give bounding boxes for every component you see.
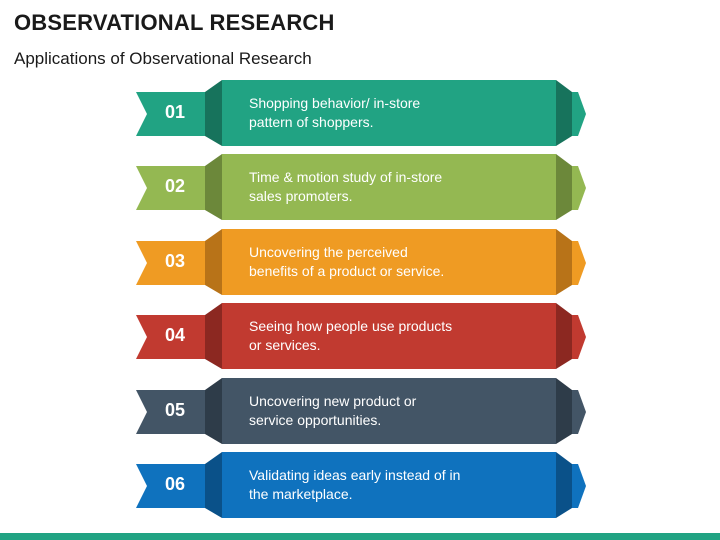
right-tail (572, 464, 586, 508)
left-fold (205, 377, 222, 444)
item-description: Uncovering new product or service opport… (249, 392, 417, 428)
ribbon-shape (136, 452, 586, 518)
ribbon-shape (136, 303, 586, 370)
right-fold (556, 452, 572, 518)
ribbon-shape (136, 80, 586, 146)
right-fold (556, 228, 572, 295)
right-tail (572, 315, 586, 360)
right-fold (556, 377, 572, 444)
number-tag (136, 166, 222, 211)
page-subtitle: Applications of Observational Research (14, 49, 312, 68)
bottom-accent-bar (0, 533, 720, 540)
list-item: 01 Shopping behavior/ in-store pattern of… (0, 80, 720, 150)
ribbon-shape (136, 228, 586, 295)
page-title: OBSERVATIONAL RESEARCH (14, 10, 335, 35)
item-description: Shopping behavior/ in-store pattern of s… (249, 95, 421, 130)
list-item: 06 Validating ideas early instead of in t… (0, 452, 720, 522)
main-band (222, 452, 556, 518)
number-tag (136, 240, 222, 285)
item-description: Validating ideas early instead of in the… (249, 467, 461, 502)
left-fold (205, 452, 222, 518)
right-fold (556, 154, 572, 221)
item-description: Time & motion study of in-store sales pr… (249, 169, 443, 205)
main-band (222, 80, 556, 146)
number-tag (136, 389, 222, 434)
list-item: 04 Seeing how people use products or serv… (0, 303, 720, 373)
main-band (222, 154, 556, 221)
item-number: 03 (164, 250, 186, 271)
ribbon-shape (136, 154, 586, 221)
list-item: 05 Uncovering new product or service oppo… (0, 377, 720, 448)
ribbon-shape (136, 377, 586, 444)
main-band (222, 377, 556, 444)
item-number: 04 (164, 325, 186, 346)
item-description: Uncovering the perceived benefits of a p… (249, 243, 445, 279)
left-fold (205, 228, 222, 295)
right-tail (572, 240, 586, 285)
item-description: Seeing how people use products or servic… (249, 318, 453, 354)
item-number: 02 (164, 176, 186, 197)
left-fold (205, 154, 222, 221)
right-tail (572, 166, 586, 211)
left-fold (205, 303, 222, 370)
item-number: 05 (164, 399, 186, 420)
left-fold (205, 80, 222, 146)
number-tag (136, 315, 222, 360)
number-tag (136, 464, 222, 508)
list-item: 02 Time & motion study of in-store sales … (0, 154, 720, 224)
item-number: 01 (164, 102, 186, 122)
main-band (222, 303, 556, 370)
number-tag (136, 92, 222, 136)
list-item: 03 Uncovering the perceived benefits of a… (0, 228, 720, 299)
item-number: 06 (164, 474, 186, 494)
right-fold (556, 303, 572, 370)
right-fold (556, 80, 572, 146)
right-tail (572, 92, 586, 136)
main-band (222, 228, 556, 295)
right-tail (572, 389, 586, 434)
